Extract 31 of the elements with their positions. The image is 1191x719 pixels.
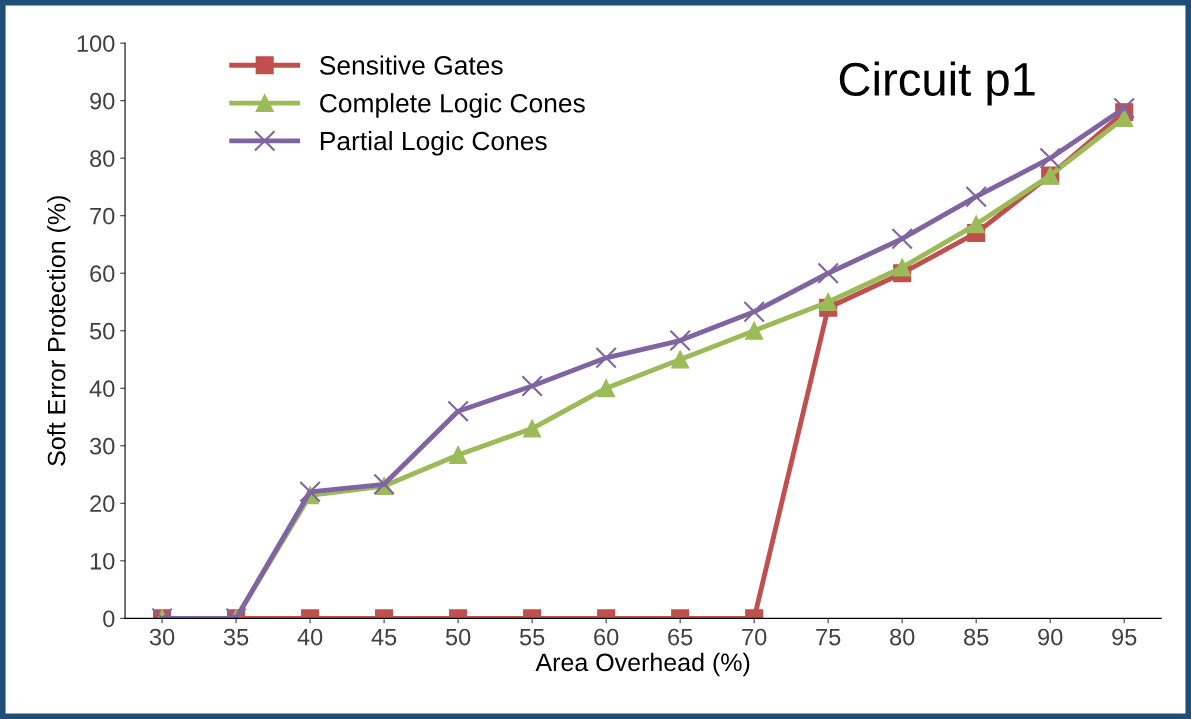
x-tick-label: 40: [297, 628, 323, 646]
x-tick-label: 30: [149, 628, 175, 646]
x-axis-title: Area Overhead (%): [535, 652, 750, 677]
x-tick-label: 65: [668, 628, 693, 646]
x-tick-label: 35: [223, 628, 249, 646]
y-tick-label: 100: [77, 35, 115, 52]
x-tick-label: 90: [1038, 628, 1063, 646]
legend-label: Complete Logic Cones: [320, 93, 585, 118]
y-tick-label: 10: [90, 552, 115, 570]
x-tick-label: 95: [1112, 628, 1137, 646]
y-tick-label: 50: [90, 322, 115, 340]
y-axis-title: Soft Error Protection (%): [47, 196, 71, 466]
x-tick-label: 70: [742, 628, 767, 646]
legend-label: Sensitive Gates: [319, 55, 503, 75]
y-tick-label: 60: [90, 265, 115, 283]
x-tick-label: 85: [964, 628, 989, 646]
x-tick-label: 55: [519, 628, 545, 646]
x-tick-label: 50: [445, 628, 471, 646]
y-tick-label: 70: [90, 207, 115, 225]
x-tick-label: 45: [371, 628, 397, 646]
x-tick-label: 60: [594, 628, 619, 646]
y-tick-label: 40: [89, 380, 115, 398]
y-tick-label: 30: [89, 437, 115, 455]
x-tick-label: 80: [890, 628, 915, 646]
chart-title: Circuit p1: [839, 61, 1035, 106]
x-tick-label: 75: [816, 628, 841, 646]
y-tick-label: 0: [103, 610, 115, 628]
legend-label: Partial Logic Cones: [320, 130, 547, 156]
y-tick-label: 90: [90, 92, 115, 110]
y-tick-label: 20: [90, 495, 115, 513]
y-tick-label: 80: [90, 150, 115, 167]
